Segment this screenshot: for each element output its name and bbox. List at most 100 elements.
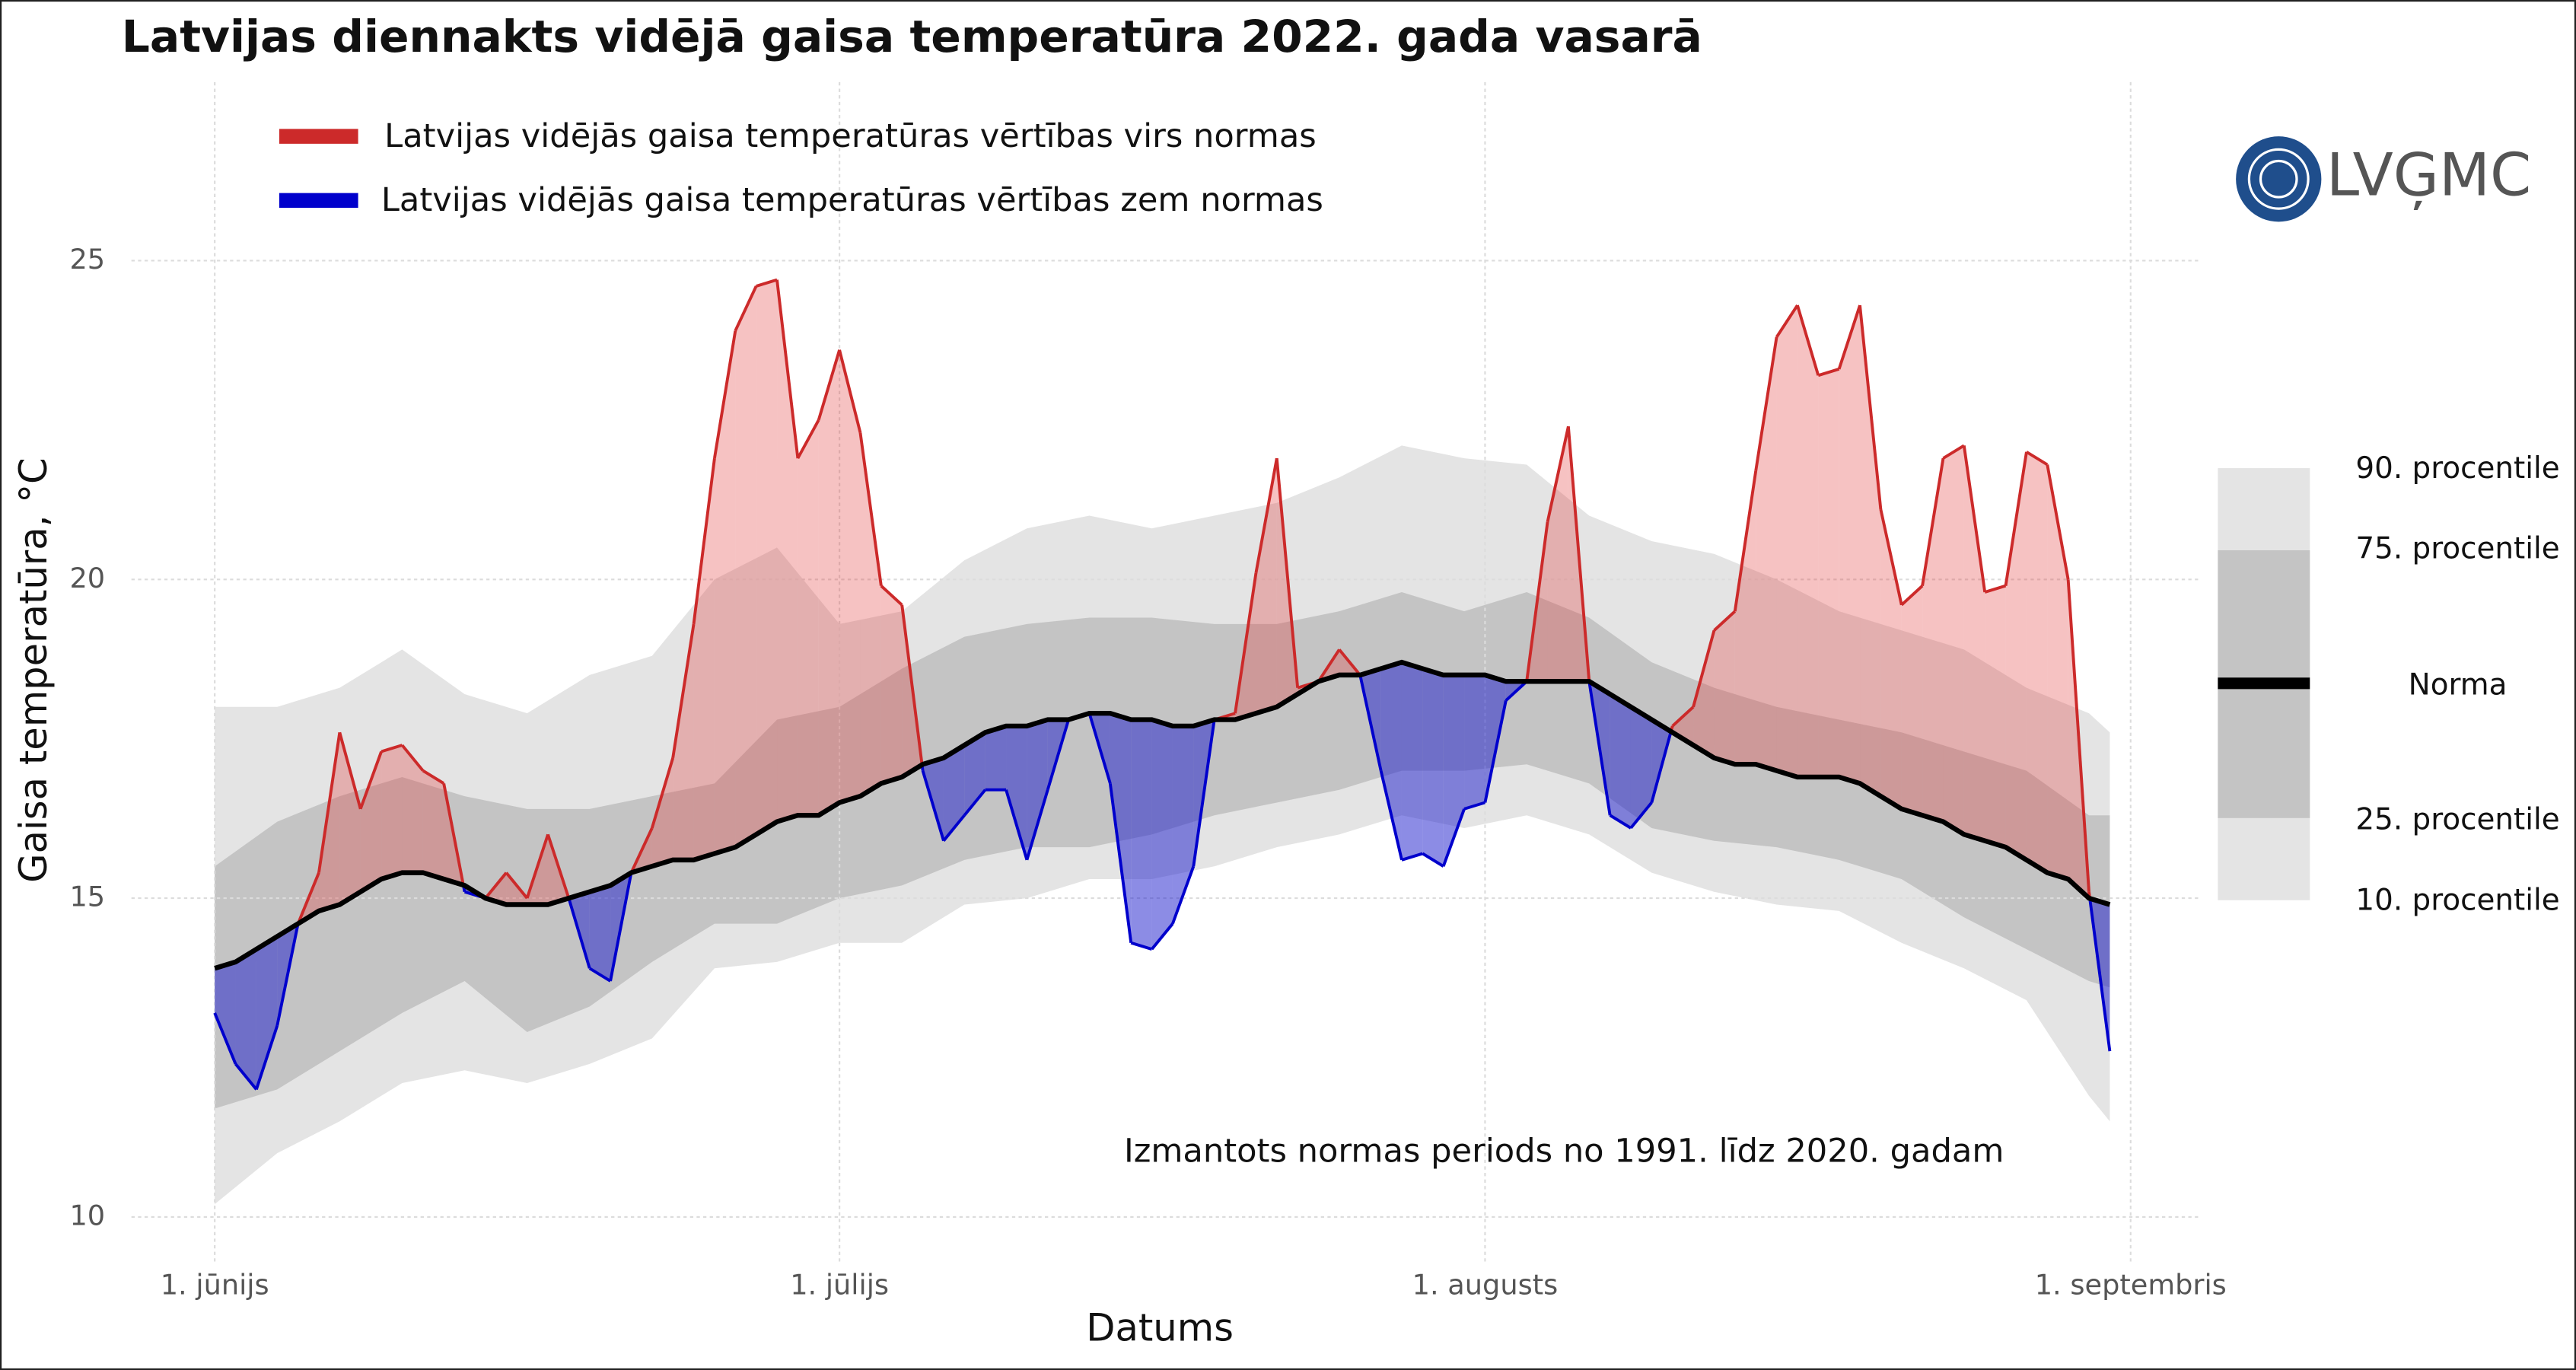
anomaly-below	[1630, 706, 1652, 828]
temperature-segment	[650, 757, 675, 829]
anomaly-below	[1422, 668, 1444, 867]
y-tick-label: 15	[69, 881, 105, 913]
temperature-segment	[505, 871, 529, 900]
temperature-segment	[1609, 814, 1632, 830]
anomaly-above	[860, 432, 881, 797]
temperature-segment	[609, 872, 633, 982]
temperature-segment	[567, 897, 591, 969]
y-tick-label: 10	[69, 1199, 105, 1231]
temperature-segment	[1546, 425, 1570, 523]
anomaly-above	[1985, 585, 2006, 848]
temperature-segment	[880, 585, 903, 607]
temperature-segment	[817, 349, 841, 421]
anomaly-above	[839, 349, 861, 803]
anomaly-above	[631, 827, 652, 873]
x-tick-label: 1. septembris	[2035, 1268, 2227, 1301]
temperature-segment	[2066, 579, 2090, 892]
temperature-segment	[1962, 445, 1987, 593]
temperature-segment	[381, 744, 403, 754]
temperature-segment	[1108, 783, 1133, 943]
anomaly-above	[1672, 706, 1694, 746]
line-layer	[213, 278, 2112, 1091]
norm-line	[214, 659, 2111, 971]
anomaly-below	[235, 949, 256, 1090]
legend-band-label: 10. procentile	[2355, 883, 2559, 917]
temperature-segment	[921, 770, 945, 842]
temperature-segment	[1463, 801, 1486, 811]
anomaly-above	[735, 285, 756, 848]
temperature-segment	[692, 457, 716, 625]
anomaly-above	[1734, 470, 1756, 765]
temperature-segment	[1441, 808, 1466, 867]
anomaly-above	[1860, 305, 1881, 797]
temperature-segment	[713, 330, 737, 459]
anomaly-above	[1818, 368, 1839, 777]
temperature-segment	[1338, 648, 1361, 677]
anomaly-below	[985, 725, 1007, 790]
temperature-segment	[671, 623, 696, 759]
anomaly-above	[1714, 611, 1735, 765]
temperature-segment	[1692, 629, 1716, 708]
legend-band-label: 25. procentile	[2355, 803, 2559, 837]
temperature-segment	[296, 871, 320, 925]
temperature-segment	[1837, 304, 1861, 370]
anomaly-above	[1776, 305, 1797, 777]
temperature-segment	[1921, 457, 1945, 586]
temperature-segment	[1192, 719, 1216, 867]
legend-label: Latvijas vidējās gaisa temperatūras vērt…	[381, 181, 1323, 219]
y-axis-label: Gaisa temperatūra, °C	[11, 457, 56, 883]
temperature-segment	[1775, 304, 1799, 339]
temperature-segment	[1254, 457, 1278, 574]
grid-layer	[131, 81, 2202, 1262]
temperature-segment	[1629, 801, 1653, 830]
temperature-segment	[1713, 610, 1737, 632]
anomaly-above	[651, 757, 673, 867]
legend-label: Latvijas vidējās gaisa temperatūras vērt…	[384, 117, 1317, 155]
anomaly-above	[1693, 630, 1715, 758]
temperature-segment	[796, 419, 820, 460]
temperature-segment	[1984, 584, 2007, 594]
anomaly-above	[1339, 649, 1361, 675]
temperature-segment	[1796, 304, 1820, 376]
anomaly-above	[714, 330, 736, 854]
temperature-segment	[2025, 451, 2049, 467]
temperature-segment	[1671, 706, 1695, 728]
temperature-segment	[756, 278, 778, 288]
anomaly-below	[943, 745, 965, 841]
temperature-segment	[858, 432, 883, 586]
temperature-segment	[2004, 451, 2028, 586]
legend-band-label: 75. procentile	[2355, 532, 2559, 566]
temperature-segment	[1275, 457, 1300, 688]
temperature-segment	[1422, 852, 1444, 868]
temperature-segment	[1566, 426, 1591, 682]
temperature-segment	[1587, 680, 1612, 816]
temperature-segment	[546, 833, 571, 899]
temperature-segment	[1005, 789, 1029, 861]
anomaly-above	[1547, 426, 1568, 682]
temperature-segment	[963, 789, 987, 817]
temperature-segment	[1505, 680, 1528, 702]
temperature-segment	[838, 349, 862, 434]
temperature-segment	[1879, 508, 1903, 606]
x-tick-label: 1. jūlijs	[790, 1268, 889, 1301]
logo-text: LVĢMC	[2326, 142, 2531, 211]
anomaly-below	[589, 885, 611, 981]
anomaly-above	[422, 770, 444, 879]
anomaly-below	[1006, 725, 1027, 860]
anomaly-above	[1943, 445, 1964, 835]
temperature-segment	[900, 604, 924, 766]
anomaly-below	[215, 961, 236, 1064]
anomaly-above	[756, 279, 778, 835]
anomaly-above	[880, 585, 903, 784]
temperature-segment	[1046, 719, 1070, 791]
temperature-segment	[400, 744, 425, 772]
temperature-segment	[1171, 865, 1196, 925]
temperature-segment	[422, 769, 445, 785]
temperature-segment	[1754, 336, 1778, 472]
temperature-segment	[1900, 585, 1924, 607]
anomaly-above	[2047, 464, 2068, 879]
temperature-segment	[234, 1063, 258, 1091]
anomaly-below	[1172, 725, 1194, 924]
temperature-segment	[1025, 789, 1049, 861]
temperature-segment	[1650, 731, 1673, 803]
